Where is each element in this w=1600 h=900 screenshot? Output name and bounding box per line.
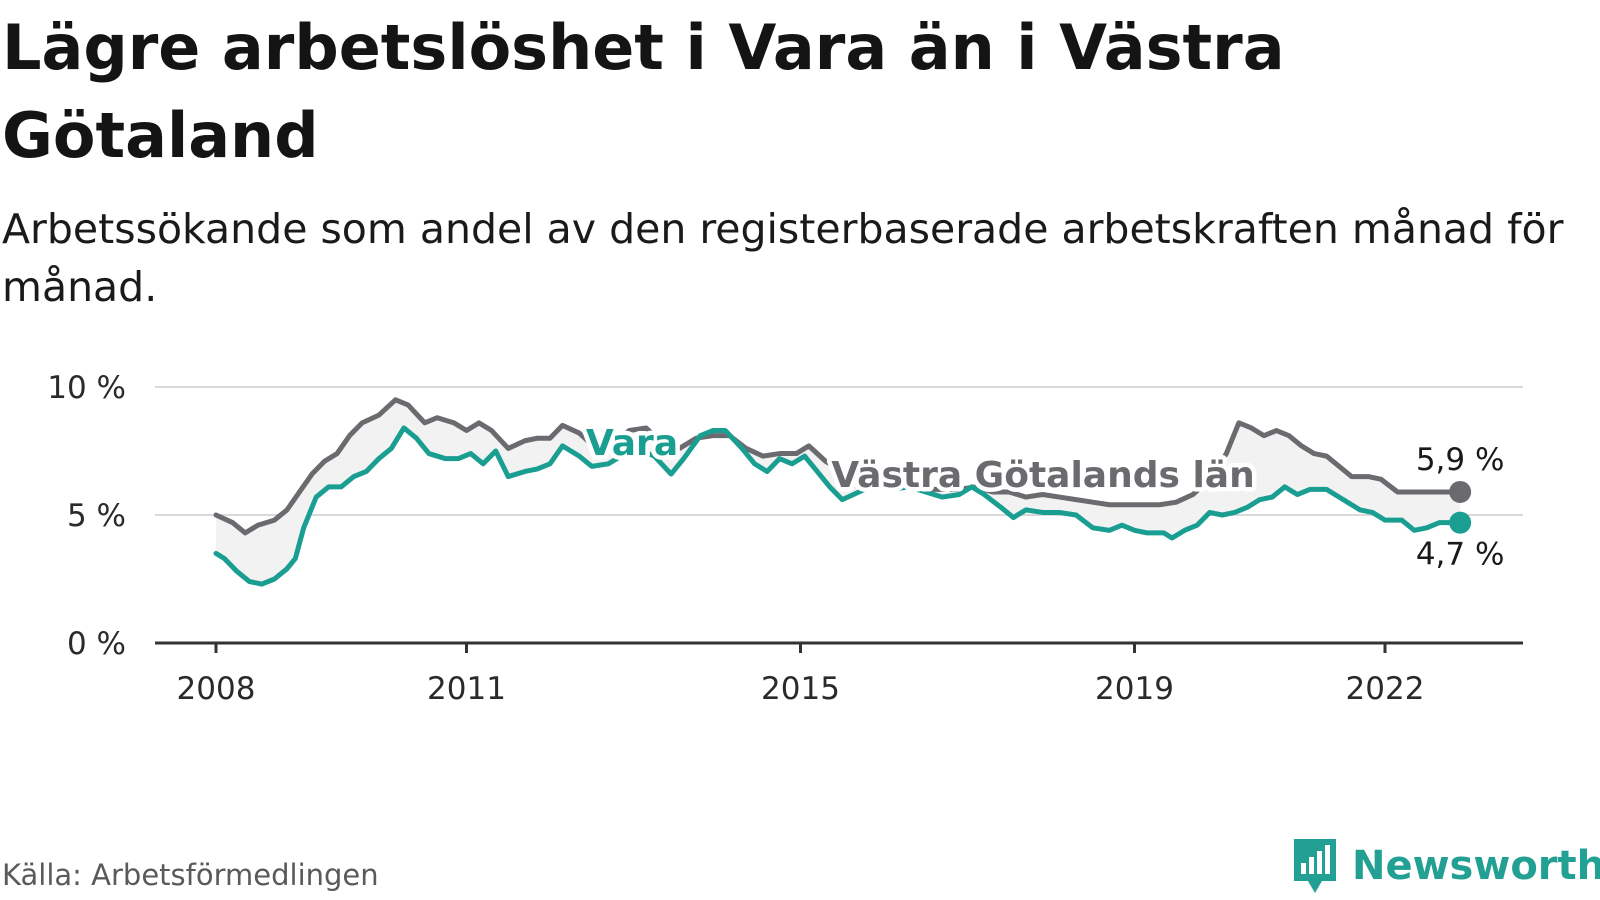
end-value-label-vgl: 5,9 % <box>1416 442 1505 478</box>
chart-title: Lägre arbetslöshet i Vara än i Västra Gö… <box>2 11 1285 172</box>
series-label-vara: Vara <box>586 423 678 464</box>
end-value-label-vara: 4,7 % <box>1416 537 1505 573</box>
x-tick-label: 2019 <box>1095 671 1174 707</box>
y-tick-label: 10 % <box>47 370 126 406</box>
source-note: Källa: Arbetsförmedlingen <box>2 858 379 892</box>
chart-subtitle: Arbetssökande som andel av den registerb… <box>2 205 1564 311</box>
series-label-vgl: Västra Götalands län <box>831 455 1254 496</box>
x-tick-label: 2022 <box>1346 671 1425 707</box>
newsworthy-logo-icon <box>1294 839 1336 893</box>
y-tick-label: 5 % <box>67 498 126 534</box>
y-tick-label: 0 % <box>67 626 126 662</box>
x-tick-label: 2015 <box>761 671 840 707</box>
brand: Newsworthy <box>1292 836 1600 896</box>
end-point-vara <box>1449 511 1472 534</box>
brand-name: Newsworthy <box>1352 843 1600 889</box>
series-line-vara <box>213 425 1463 587</box>
x-tick-label: 2011 <box>427 671 506 707</box>
series-line-vgl <box>213 397 1463 536</box>
chart-area: 0 % 5 % 10 % 2008 2011 2015 2019 2022 Vara Västra… <box>0 350 1600 750</box>
x-tick-label: 2008 <box>177 671 256 707</box>
end-point-vgl <box>1449 480 1472 503</box>
line-chart: 0 % 5 % 10 % 2008 2011 2015 2019 2022 Vara Västra… <box>47 370 1523 707</box>
